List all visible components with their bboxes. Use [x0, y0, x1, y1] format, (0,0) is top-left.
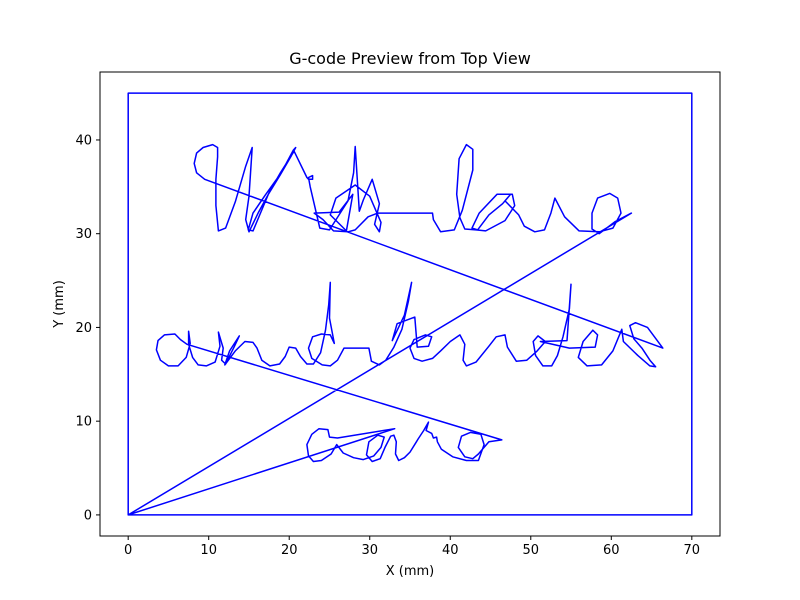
y-axis-label: Y (mm) — [52, 280, 67, 329]
plot-area — [99, 71, 721, 537]
x-tick-label: 70 — [684, 543, 701, 558]
x-tick-label: 0 — [124, 543, 132, 558]
x-axis-label: X (mm) — [386, 564, 435, 579]
x-tick-label: 10 — [200, 543, 217, 558]
y-tick-label: 40 — [75, 133, 92, 148]
chart-title: G-code Preview from Top View — [289, 49, 531, 68]
x-axis: 0 10 20 30 40 50 60 70 — [124, 536, 700, 558]
y-tick-label: 10 — [75, 415, 92, 430]
x-tick-label: 20 — [281, 543, 298, 558]
toolpath-line — [127, 92, 693, 516]
x-tick-label: 40 — [442, 543, 459, 558]
y-tick-label: 0 — [84, 508, 92, 523]
x-tick-label: 30 — [361, 543, 378, 558]
x-tick-label: 50 — [523, 543, 540, 558]
x-tick-label: 60 — [603, 543, 620, 558]
y-tick-label: 20 — [75, 321, 92, 336]
y-axis: 0 10 20 30 40 — [75, 133, 100, 523]
y-tick-label: 30 — [75, 227, 92, 242]
axes-frame — [99, 71, 721, 537]
series-layer — [127, 92, 693, 516]
